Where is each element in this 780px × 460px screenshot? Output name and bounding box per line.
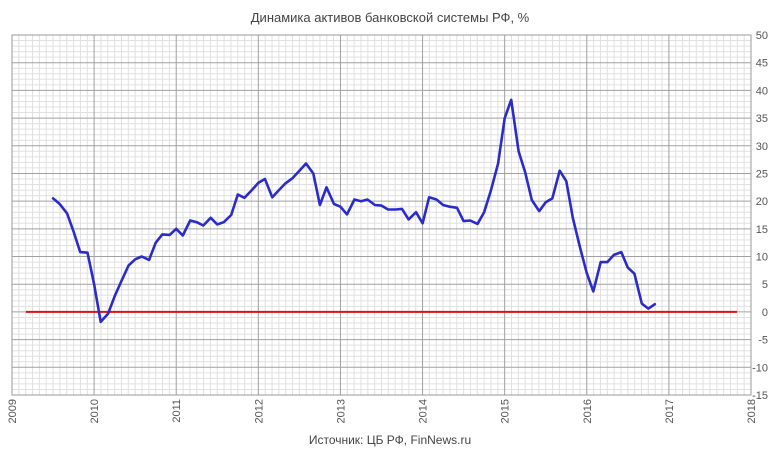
x-tick-label: 2011	[171, 399, 183, 423]
chart-source: Источник: ЦБ РФ, FinNews.ru	[309, 433, 471, 447]
x-tick-label: 2015	[500, 399, 512, 423]
y-tick-label: 0	[762, 307, 768, 319]
y-tick-label: 25	[756, 168, 768, 180]
y-tick-label: 40	[756, 85, 768, 97]
x-tick-label: 2013	[335, 399, 347, 423]
chart-title: Динамика активов банковской системы РФ, …	[251, 10, 530, 25]
y-tick-label: -15	[752, 390, 768, 402]
y-tick-label: 15	[756, 224, 768, 236]
x-tick-label: 2010	[89, 399, 101, 423]
x-tick-label: 2012	[253, 399, 265, 423]
plot-area-border	[11, 34, 752, 396]
x-tick-label: 2014	[418, 399, 430, 423]
series-lines	[25, 98, 738, 324]
x-tick-label: 2017	[664, 399, 676, 423]
x-tick-label: 2016	[582, 399, 594, 423]
x-tick-label: 2009	[7, 399, 19, 423]
y-tick-label: -5	[758, 335, 768, 347]
x-tick-label: 2018	[746, 399, 758, 423]
x-axis-ticks: 2009 2010 2011 2012 2013 2014 2015 2016 2017 2018	[7, 399, 758, 423]
series-line	[51, 98, 657, 324]
y-tick-label: 45	[756, 58, 768, 70]
y-tick-label: 5	[762, 279, 768, 291]
y-tick-label: 35	[756, 113, 768, 125]
y-tick-label: -10	[752, 362, 768, 374]
y-tick-label: 30	[756, 141, 768, 153]
minor-gridlines	[12, 35, 751, 395]
y-tick-label: 10	[756, 252, 768, 264]
y-tick-label: 20	[756, 196, 768, 208]
y-tick-label: 50	[756, 30, 768, 42]
y-axis-ticks: -15 -10 -5 0 5 10 15 20 25 30 35 40 45 50	[752, 30, 768, 402]
